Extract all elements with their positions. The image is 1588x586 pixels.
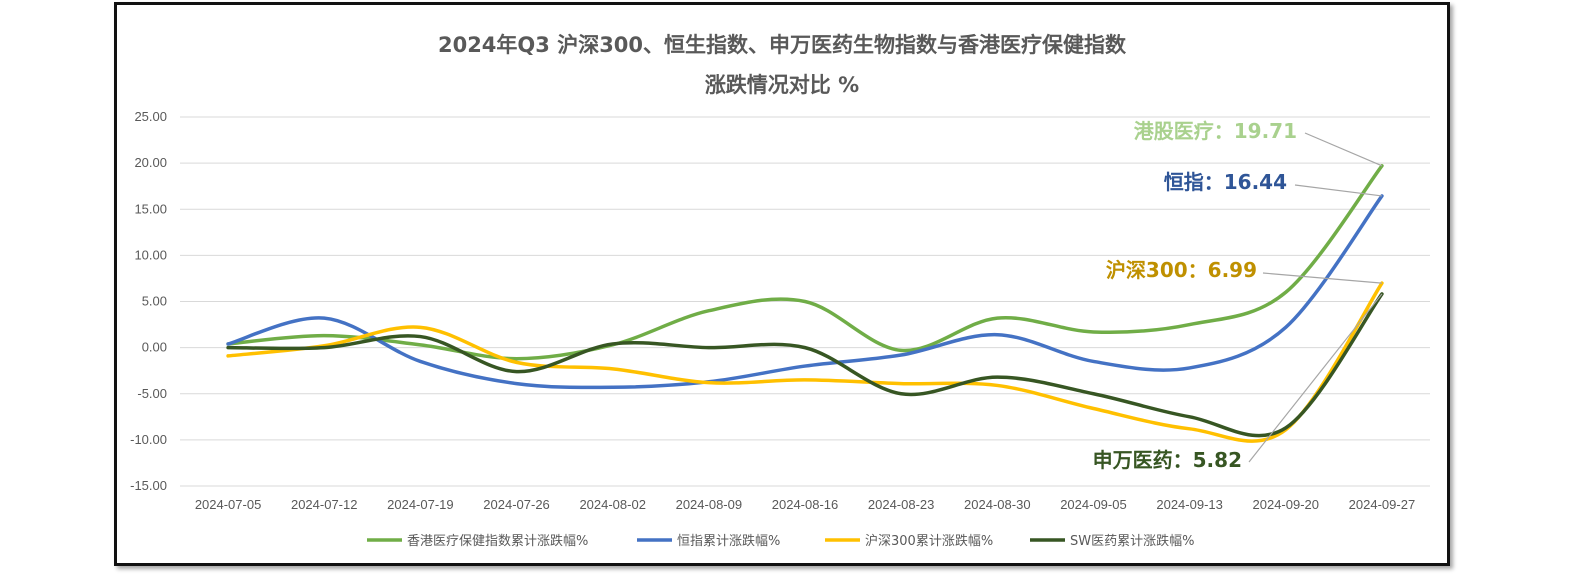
x-tick-label: 2024-08-23	[868, 497, 935, 512]
x-tick-label: 2024-08-02	[579, 497, 646, 512]
callout-leader	[1294, 184, 1382, 197]
x-tick-label: 2024-09-20	[1253, 497, 1320, 512]
line-chart: -15.00 -10.00 -5.00 0.00 5.00 10.00 15.00 20.00…	[130, 109, 1430, 549]
series-line-2	[226, 281, 1384, 443]
series-line-0	[226, 164, 1384, 361]
callout-label: 申万医药：5.82	[1093, 448, 1242, 472]
x-tick-label: 2024-09-27	[1349, 497, 1416, 512]
y-tick-label: -10.00	[130, 432, 167, 447]
x-tick-label: 2024-07-12	[291, 497, 358, 512]
legend-label: 沪深300累计涨跌幅%	[865, 533, 993, 549]
chart-title: 2024年Q3 沪深300、恒生指数、申万医药生物指数与香港医疗保健指数	[437, 33, 1127, 57]
x-tick-label: 2024-08-16	[772, 497, 839, 512]
x-tick-label: 2024-09-13	[1156, 497, 1223, 512]
chart-subtitle: 涨跌情况对比 %	[704, 73, 860, 97]
callout-label: 恒指：16.44	[1164, 170, 1287, 194]
y-tick-label: -5.00	[137, 386, 167, 401]
x-tick-label: 2024-08-09	[676, 497, 743, 512]
legend-label: 香港医疗保健指数累计涨跌幅%	[407, 533, 588, 549]
y-tick-label: 25.00	[134, 109, 167, 124]
y-tick-label: -15.00	[130, 478, 167, 493]
x-tick-label: 2024-07-05	[195, 497, 261, 512]
y-tick-label: 0.00	[142, 340, 167, 355]
chart-frame: 2024年Q3 沪深300、恒生指数、申万医药生物指数与香港医疗保健指数 涨跌情…	[114, 2, 1450, 566]
x-tick-label: 2024-08-30	[964, 497, 1030, 512]
y-tick-label: 5.00	[142, 294, 167, 309]
callout-leader	[1304, 132, 1383, 167]
callout-leader	[1248, 293, 1383, 463]
y-tick-label: 20.00	[134, 155, 167, 170]
legend-label: 恒指累计涨跌幅%	[677, 533, 780, 549]
x-tick-label: 2024-07-26	[483, 497, 550, 512]
series-line-1	[226, 194, 1384, 390]
callout-label: 港股医疗：19.71	[1134, 119, 1297, 143]
x-tick-label: 2024-07-19	[387, 497, 454, 512]
legend-label: SW医药累计涨跌幅%	[1070, 533, 1194, 549]
callout-leader	[1262, 272, 1382, 284]
y-tick-label: 10.00	[134, 247, 167, 262]
y-tick-label: 15.00	[134, 201, 167, 216]
x-tick-label: 2024-09-05	[1060, 497, 1127, 512]
callout-label: 沪深300：6.99	[1106, 258, 1257, 282]
series-line-3	[226, 292, 1384, 438]
